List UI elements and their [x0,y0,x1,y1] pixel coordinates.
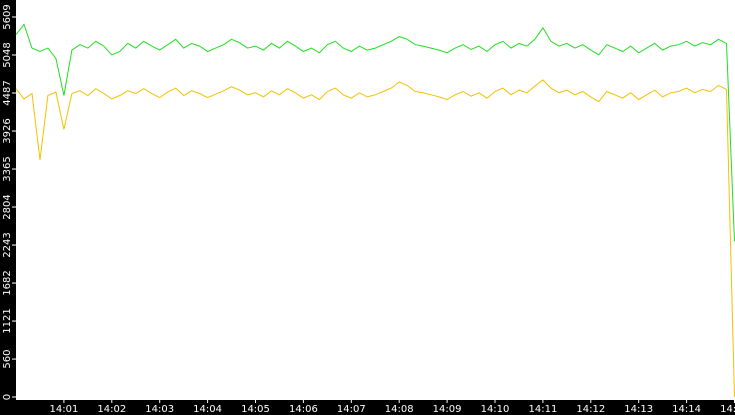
series-line [15,23,735,242]
x-tick-label: 14:01 [49,404,78,415]
y-tick-label: 3926 [2,118,13,143]
y-tick-label: 4487 [2,80,13,105]
x-tick-label: 14:08 [385,404,414,415]
y-tick-label: 0 [2,394,13,400]
x-tick-label: 14:15 [720,404,735,415]
x-tick-label: 14:09 [433,404,462,415]
y-tick-label: 2804 [2,194,13,219]
y-tick-label: 5609 [2,4,13,29]
y-tick-label: 3365 [2,156,13,181]
plot-area [16,0,735,400]
x-tick-label: 14:04 [193,404,222,415]
series-line [15,79,735,398]
x-tick-label: 14:12 [576,404,605,415]
x-tick-label: 14:02 [97,404,126,415]
y-tick-label: 2243 [2,232,13,257]
x-tick-label: 14:14 [672,404,701,415]
y-tick-label: 5048 [2,42,13,67]
x-tick-label: 14:07 [337,404,366,415]
y-tick-label: 1121 [2,308,13,333]
x-tick-label: 14:10 [481,404,510,415]
x-tick-label: 14:11 [528,404,557,415]
y-tick-label: 1682 [2,270,13,295]
y-tick-label: 560 [2,350,13,369]
x-tick-label: 14:03 [145,404,174,415]
x-tick-label: 14:13 [624,404,653,415]
x-tick-label: 14:05 [241,404,270,415]
x-tick-label: 14:06 [289,404,318,415]
